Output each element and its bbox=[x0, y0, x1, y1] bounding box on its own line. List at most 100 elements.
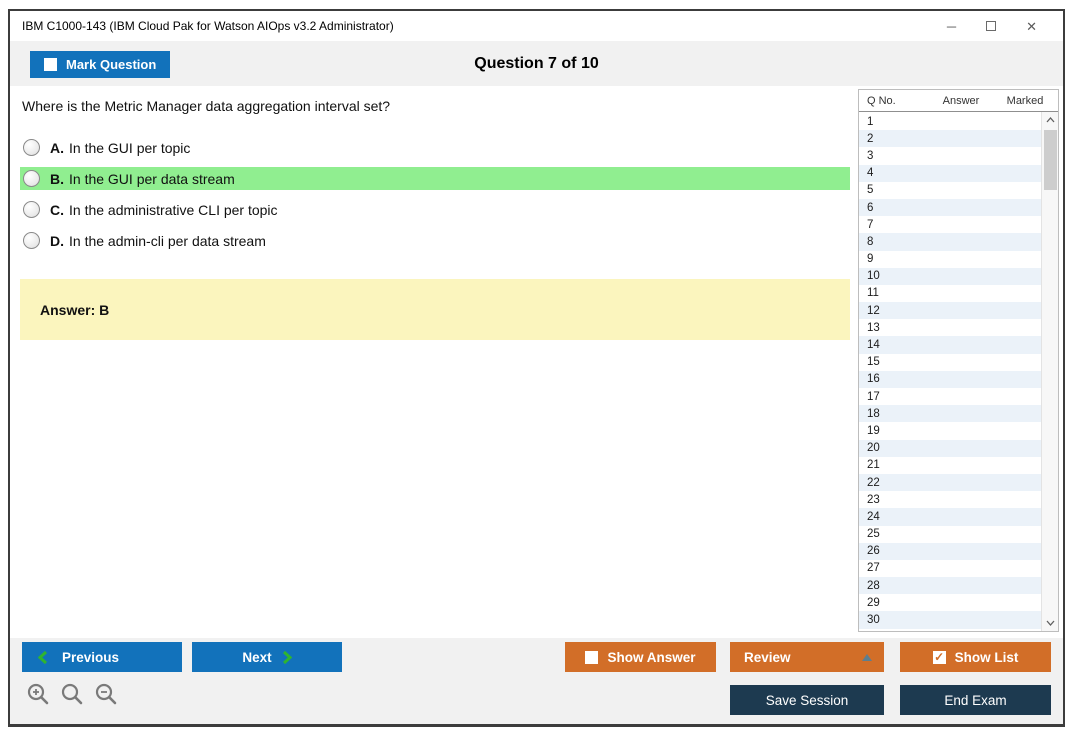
question-list-row[interactable]: 17 bbox=[859, 388, 1041, 405]
maximize-box-glyph bbox=[986, 20, 997, 31]
radio-button[interactable] bbox=[23, 232, 40, 249]
next-label: Next bbox=[242, 649, 272, 665]
question-list-row[interactable]: 27 bbox=[859, 560, 1041, 577]
question-list-row[interactable]: 4 bbox=[859, 164, 1041, 182]
question-list-row[interactable]: 14 bbox=[859, 336, 1041, 354]
question-list-row[interactable]: 25 bbox=[859, 526, 1041, 543]
row-qno: 20 bbox=[867, 442, 880, 455]
row-qno: 24 bbox=[867, 510, 880, 523]
row-qno: 29 bbox=[867, 596, 880, 609]
row-qno: 12 bbox=[867, 304, 880, 317]
option-a[interactable]: A. In the GUI per topic bbox=[20, 136, 850, 159]
question-list-row[interactable]: 6 bbox=[859, 198, 1041, 217]
show-list-label: Show List bbox=[954, 649, 1019, 665]
chevron-right-icon bbox=[282, 650, 292, 664]
row-qno: 22 bbox=[867, 476, 880, 489]
row-qno: 19 bbox=[867, 424, 880, 437]
question-list-row[interactable]: 16 bbox=[859, 370, 1041, 388]
question-list-rows: 1 2 3 4 5 6 7 8 9 10 11 12 13 14 15 16 17 18 19 20 21 22 23 24 2… bbox=[859, 113, 1041, 631]
question-list-row[interactable]: 13 bbox=[859, 319, 1041, 336]
zoom-controls bbox=[26, 682, 118, 706]
question-list-row[interactable]: 30 bbox=[859, 611, 1041, 629]
minimize-icon[interactable]: ─ bbox=[946, 18, 957, 34]
review-button[interactable]: Review bbox=[730, 642, 884, 672]
exam-window: IBM C1000-143 (IBM Cloud Pak for Watson … bbox=[8, 9, 1065, 727]
previous-button[interactable]: Previous bbox=[22, 642, 182, 672]
option-text: In the administrative CLI per topic bbox=[69, 201, 278, 218]
question-list-row[interactable]: 8 bbox=[859, 233, 1041, 251]
next-button[interactable]: Next bbox=[192, 642, 342, 672]
question-list-row[interactable]: 5 bbox=[859, 182, 1041, 199]
question-list-header: Q No. Answer Marked bbox=[859, 90, 1058, 112]
row-qno: 26 bbox=[867, 545, 880, 558]
question-list-row[interactable]: 7 bbox=[859, 216, 1041, 233]
zoom-out-icon[interactable] bbox=[94, 682, 118, 706]
row-qno: 14 bbox=[867, 339, 880, 352]
window-controls: ─ ✕ bbox=[947, 20, 1063, 33]
chevron-left-icon bbox=[38, 650, 48, 664]
question-counter: Question 7 of 10 bbox=[474, 54, 599, 72]
radio-button[interactable] bbox=[23, 139, 40, 156]
show-answer-checkbox[interactable] bbox=[585, 650, 599, 664]
scrollbar[interactable] bbox=[1041, 112, 1058, 631]
row-qno: 25 bbox=[867, 528, 880, 541]
option-b[interactable]: B. In the GUI per data stream bbox=[20, 167, 850, 190]
show-answer-button[interactable]: Show Answer bbox=[565, 642, 716, 672]
question-list-row[interactable]: 12 bbox=[859, 302, 1041, 320]
end-exam-button[interactable]: End Exam bbox=[900, 685, 1051, 715]
question-list-row[interactable]: 10 bbox=[859, 267, 1041, 285]
question-list-row[interactable]: 19 bbox=[859, 422, 1041, 439]
end-exam-label: End Exam bbox=[944, 692, 1007, 708]
row-qno: 5 bbox=[867, 184, 874, 197]
row-qno: 30 bbox=[867, 614, 880, 627]
option-letter: A. bbox=[50, 139, 64, 156]
row-qno: 9 bbox=[867, 253, 874, 266]
chevron-up-icon bbox=[862, 653, 872, 661]
scroll-up-icon[interactable] bbox=[1042, 112, 1058, 128]
option-c[interactable]: C. In the administrative CLI per topic bbox=[20, 198, 850, 221]
question-list-row[interactable]: 23 bbox=[859, 491, 1041, 508]
row-qno: 18 bbox=[867, 407, 880, 420]
close-icon[interactable]: ✕ bbox=[1026, 18, 1037, 34]
row-qno: 4 bbox=[867, 167, 874, 180]
show-list-button[interactable]: ✓ Show List bbox=[900, 642, 1051, 672]
mark-question-button[interactable]: Mark Question bbox=[30, 51, 171, 78]
question-list-row[interactable]: 11 bbox=[859, 285, 1041, 302]
radio-button[interactable] bbox=[23, 170, 40, 187]
question-list-row[interactable]: 29 bbox=[859, 594, 1041, 611]
option-text: In the GUI per topic bbox=[69, 139, 191, 156]
scrollbar-thumb[interactable] bbox=[1044, 130, 1057, 190]
header-answer: Answer bbox=[942, 94, 980, 107]
question-list-row[interactable]: 28 bbox=[859, 577, 1041, 595]
main-content: Where is the Metric Manager data aggrega… bbox=[10, 86, 1063, 638]
magnifier-icon[interactable] bbox=[60, 682, 84, 706]
option-d[interactable]: D. In the admin-cli per data stream bbox=[20, 229, 850, 252]
question-list-row[interactable]: 21 bbox=[859, 457, 1041, 474]
option-letter: D. bbox=[50, 232, 64, 249]
question-list-row[interactable]: 3 bbox=[859, 147, 1041, 164]
question-text: Where is the Metric Manager data aggrega… bbox=[22, 98, 391, 114]
question-list-row[interactable]: 24 bbox=[859, 508, 1041, 526]
question-list-row[interactable]: 26 bbox=[859, 542, 1041, 560]
zoom-in-icon[interactable] bbox=[26, 682, 50, 706]
radio-button[interactable] bbox=[23, 201, 40, 218]
row-qno: 3 bbox=[867, 149, 874, 162]
question-list-row[interactable]: 15 bbox=[859, 354, 1041, 371]
question-list-row[interactable]: 22 bbox=[859, 473, 1041, 492]
option-text: In the admin-cli per data stream bbox=[69, 232, 266, 249]
footer-bar: Previous Next Show bbox=[10, 638, 1063, 724]
question-list-row[interactable]: 9 bbox=[859, 251, 1041, 268]
question-list-row[interactable]: 2 bbox=[859, 130, 1041, 148]
review-label: Review bbox=[744, 649, 791, 665]
save-session-button[interactable]: Save Session bbox=[730, 685, 884, 715]
question-list-row[interactable]: 18 bbox=[859, 405, 1041, 423]
question-list-row[interactable]: 20 bbox=[859, 439, 1041, 457]
question-list-row[interactable]: 1 bbox=[859, 113, 1041, 130]
scroll-down-icon[interactable] bbox=[1042, 615, 1058, 631]
row-qno: 7 bbox=[867, 218, 874, 231]
row-qno: 6 bbox=[867, 201, 874, 214]
show-list-checkbox[interactable]: ✓ bbox=[932, 650, 946, 664]
row-qno: 2 bbox=[867, 132, 874, 145]
maximize-icon[interactable] bbox=[986, 20, 997, 33]
mark-question-checkbox[interactable] bbox=[44, 58, 57, 71]
